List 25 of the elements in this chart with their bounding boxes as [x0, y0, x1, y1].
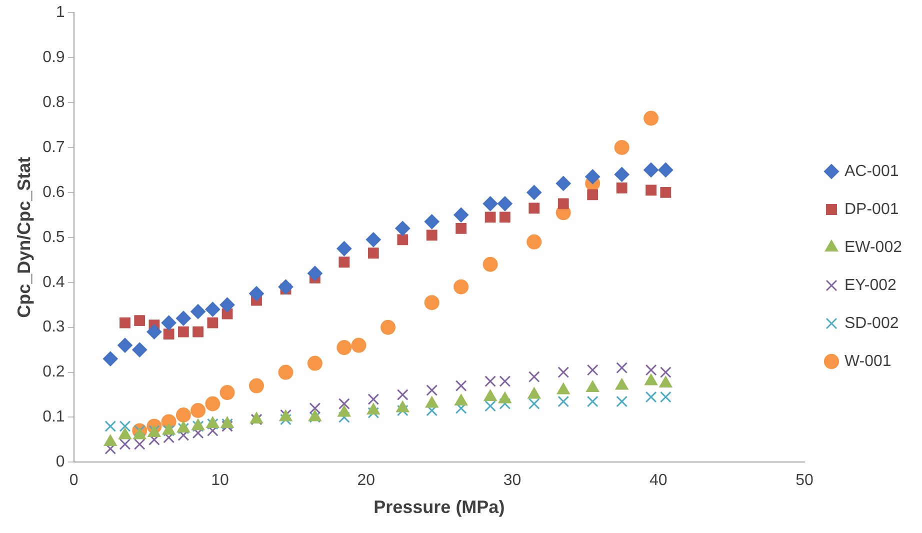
y-tick-label: 0.4: [42, 274, 65, 291]
x-tick-label: 50: [796, 472, 814, 490]
y-tick-label: 0.1: [42, 408, 65, 426]
legend-label: SD-002: [844, 314, 899, 332]
y-tick-label: 0.2: [42, 364, 65, 381]
y-tick-label: 0.8: [42, 94, 65, 111]
y-tick-label: 1: [56, 4, 65, 22]
x-tick-label: 30: [503, 472, 522, 490]
x-tick-label: 20: [357, 472, 376, 490]
x-tick-label: 10: [211, 472, 229, 490]
y-tick-label: 0.7: [42, 138, 65, 156]
x-axis-title: Pressure (MPa): [374, 497, 505, 518]
legend-label: EY-002: [844, 276, 896, 294]
x-tick-label: 40: [649, 472, 668, 490]
y-axis-title: Cpc_Dyn/Cpc_Stat: [14, 156, 34, 318]
y-tick-label: 0.5: [42, 228, 65, 246]
legend-label: AC-001: [844, 162, 899, 180]
legend-label: DP-001: [844, 200, 899, 218]
legend-label: EW-002: [844, 238, 902, 256]
x-tick-label: 0: [69, 472, 78, 490]
legend-label: W-001: [844, 352, 892, 370]
y-tick-label: 0.6: [42, 184, 65, 201]
y-tick-label: 0.3: [42, 318, 65, 336]
y-tick-label: 0.9: [42, 48, 65, 66]
y-tick-label: 0: [56, 454, 65, 471]
